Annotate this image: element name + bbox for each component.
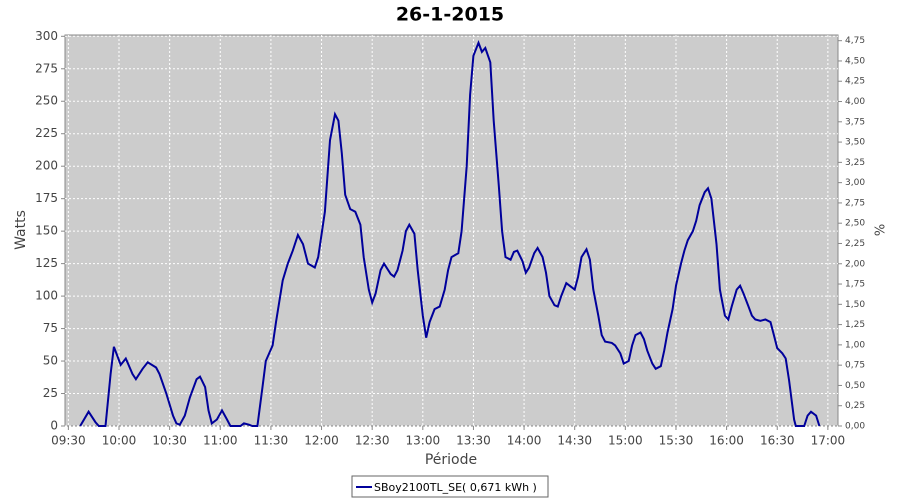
y-tick-label: 25	[43, 386, 58, 400]
y-tick-label: 300	[35, 29, 58, 43]
y-tick-label: 0	[50, 419, 58, 433]
y2-tick-label: 2,75	[845, 198, 865, 208]
y2-tick-label: 3,50	[845, 138, 865, 148]
y2-tick-label: 0,25	[845, 401, 865, 411]
x-tick-label: 16:00	[709, 434, 744, 448]
y-tick-label: 275	[35, 61, 58, 75]
data-line	[79, 40, 821, 427]
y2-tick-label: 3,00	[845, 178, 865, 188]
y2-tick-label: 0,75	[845, 361, 865, 371]
y2-tick-label: 4,75	[845, 36, 865, 46]
y2-tick-label: 2,00	[845, 259, 865, 269]
chart-title: 26-1-2015	[396, 4, 504, 26]
y2-tick-label: 1,00	[845, 340, 865, 350]
y-axis-label: Watts	[13, 210, 29, 250]
x-tick-label: 11:00	[203, 434, 238, 448]
y-tick-label: 75	[43, 321, 58, 335]
y2-tick-label: 4,00	[845, 97, 865, 107]
x-tick-label: 09:30	[51, 434, 86, 448]
x-tick-label: 15:00	[608, 434, 643, 448]
y-tick-label: 225	[35, 126, 58, 140]
y-tick-label: 125	[35, 256, 58, 270]
y-tick-label: 250	[35, 94, 58, 108]
x-tick-label: 13:00	[406, 434, 441, 448]
y2-tick-label: 1,25	[845, 320, 865, 330]
y2-tick-label: 0,50	[845, 381, 865, 391]
legend	[351, 475, 549, 498]
y2-tick-label: 0,00	[845, 422, 865, 432]
y2-axis-label: %	[874, 224, 889, 236]
y-tick-label: 200	[35, 159, 58, 173]
x-tick-label: 17:00	[811, 434, 846, 448]
y2-tick-label: 4,25	[845, 77, 865, 87]
y2-tick-label: 1,75	[845, 280, 865, 290]
y-tick-label: 50	[43, 354, 58, 368]
x-tick-label: 14:30	[557, 434, 592, 448]
x-tick-label: 12:00	[304, 434, 339, 448]
legend-label: SBoy2100TL_SE( 0,671 kWh )	[374, 481, 537, 494]
x-tick-label: 14:00	[507, 434, 542, 448]
y-tick-label: 175	[35, 191, 58, 205]
y-tick-label: 150	[35, 224, 58, 238]
y2-tick-label: 3,25	[845, 158, 865, 168]
y2-tick-label: 1,50	[845, 300, 865, 310]
x-axis-label: Période	[425, 452, 477, 468]
x-tick-label: 12:30	[355, 434, 390, 448]
x-tick-label: 15:30	[659, 434, 694, 448]
plot-area	[64, 34, 839, 427]
x-tick-label: 13:30	[456, 434, 491, 448]
x-tick-label: 16:30	[760, 434, 795, 448]
y2-tick-label: 3,75	[845, 117, 865, 127]
x-tick-label: 10:00	[102, 434, 137, 448]
y-tick-label: 100	[35, 289, 58, 303]
y2-tick-label: 2,25	[845, 239, 865, 249]
y2-tick-label: 4,50	[845, 56, 865, 66]
x-tick-label: 10:30	[152, 434, 187, 448]
x-tick-label: 11:30	[254, 434, 289, 448]
y2-tick-label: 2,50	[845, 219, 865, 229]
